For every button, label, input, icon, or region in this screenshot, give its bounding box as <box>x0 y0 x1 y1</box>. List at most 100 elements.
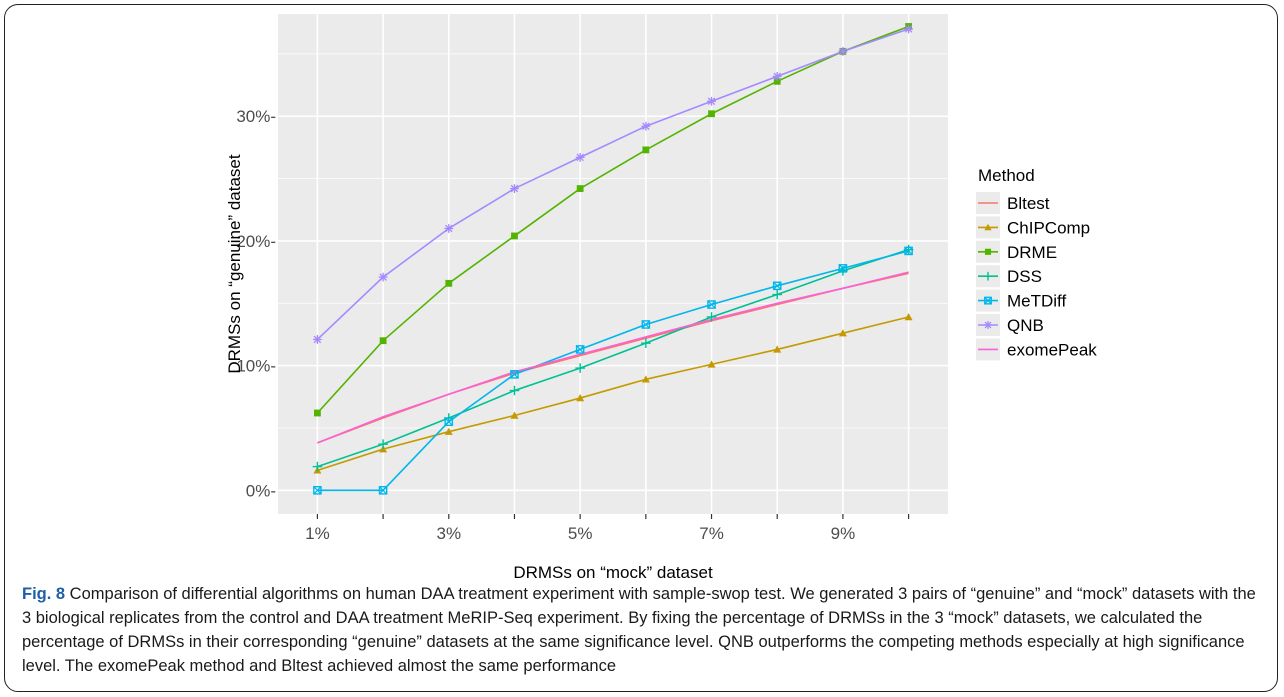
data-point-qnb <box>444 224 454 233</box>
marker-shape <box>641 320 650 329</box>
x-tick-label: 3% <box>436 524 461 543</box>
series-line-exomepeak <box>317 271 909 444</box>
data-point-drme <box>708 110 715 118</box>
data-point-qnb <box>838 47 848 56</box>
legend-item-bltest: Bltest <box>976 192 1050 214</box>
marker-shape <box>984 223 992 231</box>
legend-item-qnb: QNB <box>976 314 1044 336</box>
marker-shape <box>708 110 715 118</box>
legend-label: DSS <box>1007 267 1042 286</box>
data-point-metdiff <box>510 370 519 379</box>
marker-plus <box>983 271 993 281</box>
marker-shape <box>707 360 716 368</box>
series-lines <box>316 25 909 492</box>
data-point-qnb <box>707 96 716 106</box>
marker-shape <box>772 281 782 291</box>
legend-label: Bltest <box>1007 194 1050 213</box>
marker-square <box>984 248 992 255</box>
marker-shape <box>641 320 651 329</box>
series-markers <box>312 23 914 495</box>
data-point-chipcomp <box>510 411 519 419</box>
marker-shape <box>379 273 387 281</box>
data-point-metdiff <box>378 486 388 495</box>
legend-item-exomepeak: exomePeak <box>976 338 1097 361</box>
data-point-chipcomp <box>773 345 782 353</box>
marker-shape <box>576 345 585 354</box>
marker-shape <box>313 486 322 495</box>
marker-shape <box>707 300 716 309</box>
marker-shape <box>576 394 585 402</box>
data-point-chipcomp <box>838 329 847 337</box>
data-point-drme <box>773 77 781 85</box>
x-tick-label: 9% <box>831 524 856 543</box>
marker-boxed-x <box>984 296 992 305</box>
marker-shape <box>707 97 716 106</box>
data-point-qnb <box>510 184 519 193</box>
legend-label: DRME <box>1007 243 1057 262</box>
marker-shape <box>773 345 782 353</box>
data-point-dss <box>706 312 717 322</box>
marker-shape <box>641 375 650 383</box>
marker-shape <box>642 146 650 154</box>
data-point-qnb <box>378 272 388 282</box>
data-point-metdiff <box>707 300 716 309</box>
marker-shape <box>904 246 913 255</box>
marker-shape <box>314 409 321 417</box>
y-axis-tick-labels: 0%- 10%- 20%- 30%- <box>236 107 276 500</box>
caption-text: Comparison of differential algorithms on… <box>22 585 1256 675</box>
x-tick-label: 1% <box>305 524 330 543</box>
legend: Method Bltest ChIPComp DRME DSS MeTDiff QNB ex… <box>976 166 1097 361</box>
series-line-qnb <box>316 28 909 341</box>
data-point-chipcomp <box>707 360 716 368</box>
legend-label: exomePeak <box>1007 340 1097 359</box>
data-point-drme <box>511 232 518 240</box>
marker-shape <box>838 329 847 337</box>
marker-shape <box>379 337 387 345</box>
data-point-dss <box>312 461 323 472</box>
marker-asterisk <box>984 321 992 329</box>
data-point-dss <box>772 289 783 300</box>
data-point-metdiff <box>641 320 651 329</box>
data-point-metdiff <box>575 345 585 354</box>
marker-shape <box>984 296 992 305</box>
data-point-drme <box>445 279 453 287</box>
marker-shape <box>984 248 992 255</box>
marker-shape <box>642 122 650 130</box>
marker-shape <box>379 486 388 495</box>
marker-shape <box>773 72 781 81</box>
marker-shape <box>575 345 585 354</box>
series-line-chipcomp <box>317 316 909 472</box>
data-point-chipcomp <box>904 312 913 321</box>
data-point-drme <box>314 409 321 417</box>
series-line-drme <box>316 25 909 414</box>
data-point-metdiff <box>444 417 454 427</box>
marker-shape <box>838 264 848 273</box>
major-gridlines <box>278 14 948 514</box>
data-point-drme <box>379 337 387 345</box>
data-point-dss <box>378 439 388 449</box>
marker-triangle <box>984 223 992 231</box>
data-point-dss <box>509 385 520 396</box>
marker-shape <box>510 370 519 379</box>
marker-shape <box>576 153 584 162</box>
x-tick-label: 7% <box>699 524 724 543</box>
legend-label: MeTDiff <box>1007 292 1066 311</box>
data-point-metdiff <box>772 281 782 291</box>
marker-shape <box>904 25 913 33</box>
x-axis-title: DRMSs on “mock” dataset <box>513 563 713 580</box>
data-point-dss <box>641 338 651 348</box>
marker-shape <box>510 411 519 419</box>
x-axis-tick-labels: 1% 3% 5% 7% 9% <box>305 524 855 543</box>
marker-shape <box>904 246 913 256</box>
y-axis-title: DRMSs on “genuine” dataset <box>225 154 244 374</box>
data-point-chipcomp <box>444 427 453 435</box>
marker-shape <box>707 300 716 309</box>
legend-item-chipcomp: ChIPComp <box>976 216 1090 239</box>
plot-panel <box>278 14 948 514</box>
x-tick-label: 5% <box>568 524 593 543</box>
marker-shape <box>773 281 782 290</box>
marker-shape <box>444 417 454 427</box>
marker-shape <box>313 486 322 495</box>
legend-item-metdiff: MeTDiff <box>976 289 1066 312</box>
axis-ticks <box>316 514 910 519</box>
